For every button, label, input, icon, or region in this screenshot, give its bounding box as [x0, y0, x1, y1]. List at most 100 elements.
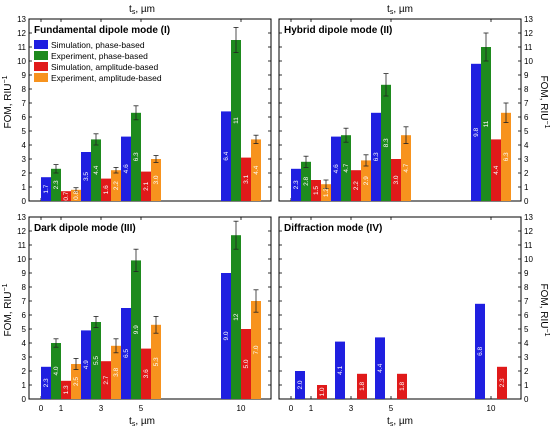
bar: [81, 152, 91, 201]
bar-value-label: 1.6: [103, 185, 110, 194]
y-tick-label: 10: [524, 255, 533, 264]
bar-value-label: 3.5: [83, 172, 90, 181]
bar: [381, 84, 391, 201]
y-tick-label: 7: [524, 99, 529, 108]
bar-value-label: 2.7: [103, 375, 110, 384]
bar-value-label: 3.0: [153, 175, 160, 184]
bottom-xlabel-left: ts, µm: [129, 416, 155, 426]
x-tick-label: 1: [59, 404, 64, 413]
chart-panel-top-left: 0123456789101112131.73.54.66.42.34.46.31…: [17, 15, 272, 206]
bar-value-label: 2.9: [363, 176, 370, 185]
bar: [295, 371, 305, 399]
y-tick-label: 10: [524, 57, 533, 66]
bar-value-label: 12: [233, 313, 240, 321]
bar: [375, 337, 385, 399]
panel-title: Hybrid dipole mode (II): [284, 25, 392, 36]
bar: [291, 168, 301, 201]
bar: [357, 373, 367, 399]
bar-value-label: 4.4: [493, 165, 500, 174]
bar-value-label: 9.8: [473, 128, 480, 137]
bar: [41, 366, 51, 399]
bar: [51, 168, 61, 201]
bar: [51, 343, 61, 399]
y-tick-label: 3: [524, 353, 529, 362]
x-tick-label: 10: [237, 404, 246, 413]
ylabel-top-left: FOM, RIU−1: [2, 75, 14, 128]
legend-label: Experiment, amplitude-based: [51, 73, 162, 83]
bar: [61, 191, 71, 201]
y-tick-label: 8: [524, 283, 529, 292]
bar: [111, 170, 121, 201]
bar-value-label: 2.3: [53, 180, 60, 189]
y-tick-label: 12: [17, 227, 26, 236]
bar-value-label: 4.0: [53, 366, 60, 375]
bar-value-label: 6.3: [133, 152, 140, 161]
bar-value-label: 1.8: [359, 382, 366, 391]
y-tick-label: 12: [17, 29, 26, 38]
y-tick-label: 8: [22, 85, 27, 94]
bar-value-label: 2.5: [73, 377, 80, 386]
bar: [371, 112, 381, 201]
bottom-xlabel-right: ts, µm: [387, 416, 413, 426]
bar: [481, 47, 491, 201]
legend-label: Simulation, amplitude-based: [51, 62, 159, 72]
bar-value-label: 9.9: [133, 325, 140, 334]
bar: [397, 373, 407, 399]
bar: [101, 178, 111, 201]
y-tick-label: 10: [17, 57, 26, 66]
y-tick-label: 5: [22, 325, 27, 334]
y-tick-label: 11: [524, 241, 533, 250]
bar: [251, 139, 261, 201]
y-tick-label: 2: [524, 169, 529, 178]
y-tick-label: 13: [524, 15, 533, 24]
y-tick-label: 8: [524, 85, 529, 94]
bar: [221, 111, 231, 201]
bar-value-label: 5.0: [243, 359, 250, 368]
legend-swatch: [34, 51, 48, 60]
chart-panels: 0123456789101112131.73.54.66.42.34.46.31…: [17, 15, 533, 413]
bar: [401, 135, 411, 201]
top-xlabel-right: ts, µm: [387, 4, 413, 16]
y-tick-label: 0: [524, 395, 529, 404]
bar: [231, 235, 241, 399]
bar-value-label: 1.8: [399, 382, 406, 391]
y-tick-label: 6: [524, 113, 529, 122]
bar: [121, 308, 131, 399]
bar: [241, 329, 251, 399]
ylabel-top-right: FOM, RIU−1: [538, 76, 550, 129]
bar: [491, 139, 501, 201]
bar: [241, 157, 251, 201]
bar: [301, 161, 311, 201]
bar-value-label: 4.7: [343, 163, 350, 172]
y-tick-label: 7: [524, 297, 529, 306]
bar-value-label: 6.3: [373, 152, 380, 161]
bar-value-label: 5.5: [93, 356, 100, 365]
y-tick-label: 4: [524, 141, 529, 150]
legend-label: Simulation, phase-based: [51, 40, 145, 50]
bar: [331, 136, 341, 201]
bar-value-label: 2.1: [143, 181, 150, 190]
bar: [81, 330, 91, 399]
bar: [121, 136, 131, 201]
y-tick-label: 9: [524, 269, 529, 278]
y-tick-label: 13: [17, 213, 26, 222]
bar: [131, 260, 141, 399]
x-tick-label: 5: [139, 404, 144, 413]
bar: [475, 303, 485, 399]
bar-value-label: 11: [233, 117, 240, 124]
bar: [221, 273, 231, 399]
legend-swatch: [34, 73, 48, 82]
bar-value-label: 4.4: [93, 165, 100, 174]
bar: [361, 160, 371, 201]
y-tick-label: 11: [18, 43, 27, 52]
bar-value-label: 3.0: [393, 175, 400, 184]
bar: [317, 385, 327, 399]
bar: [497, 366, 507, 399]
y-tick-label: 5: [22, 127, 27, 136]
bar-value-label: 1.5: [313, 186, 320, 195]
bar: [91, 139, 101, 201]
bar-value-label: 6.5: [123, 349, 130, 358]
